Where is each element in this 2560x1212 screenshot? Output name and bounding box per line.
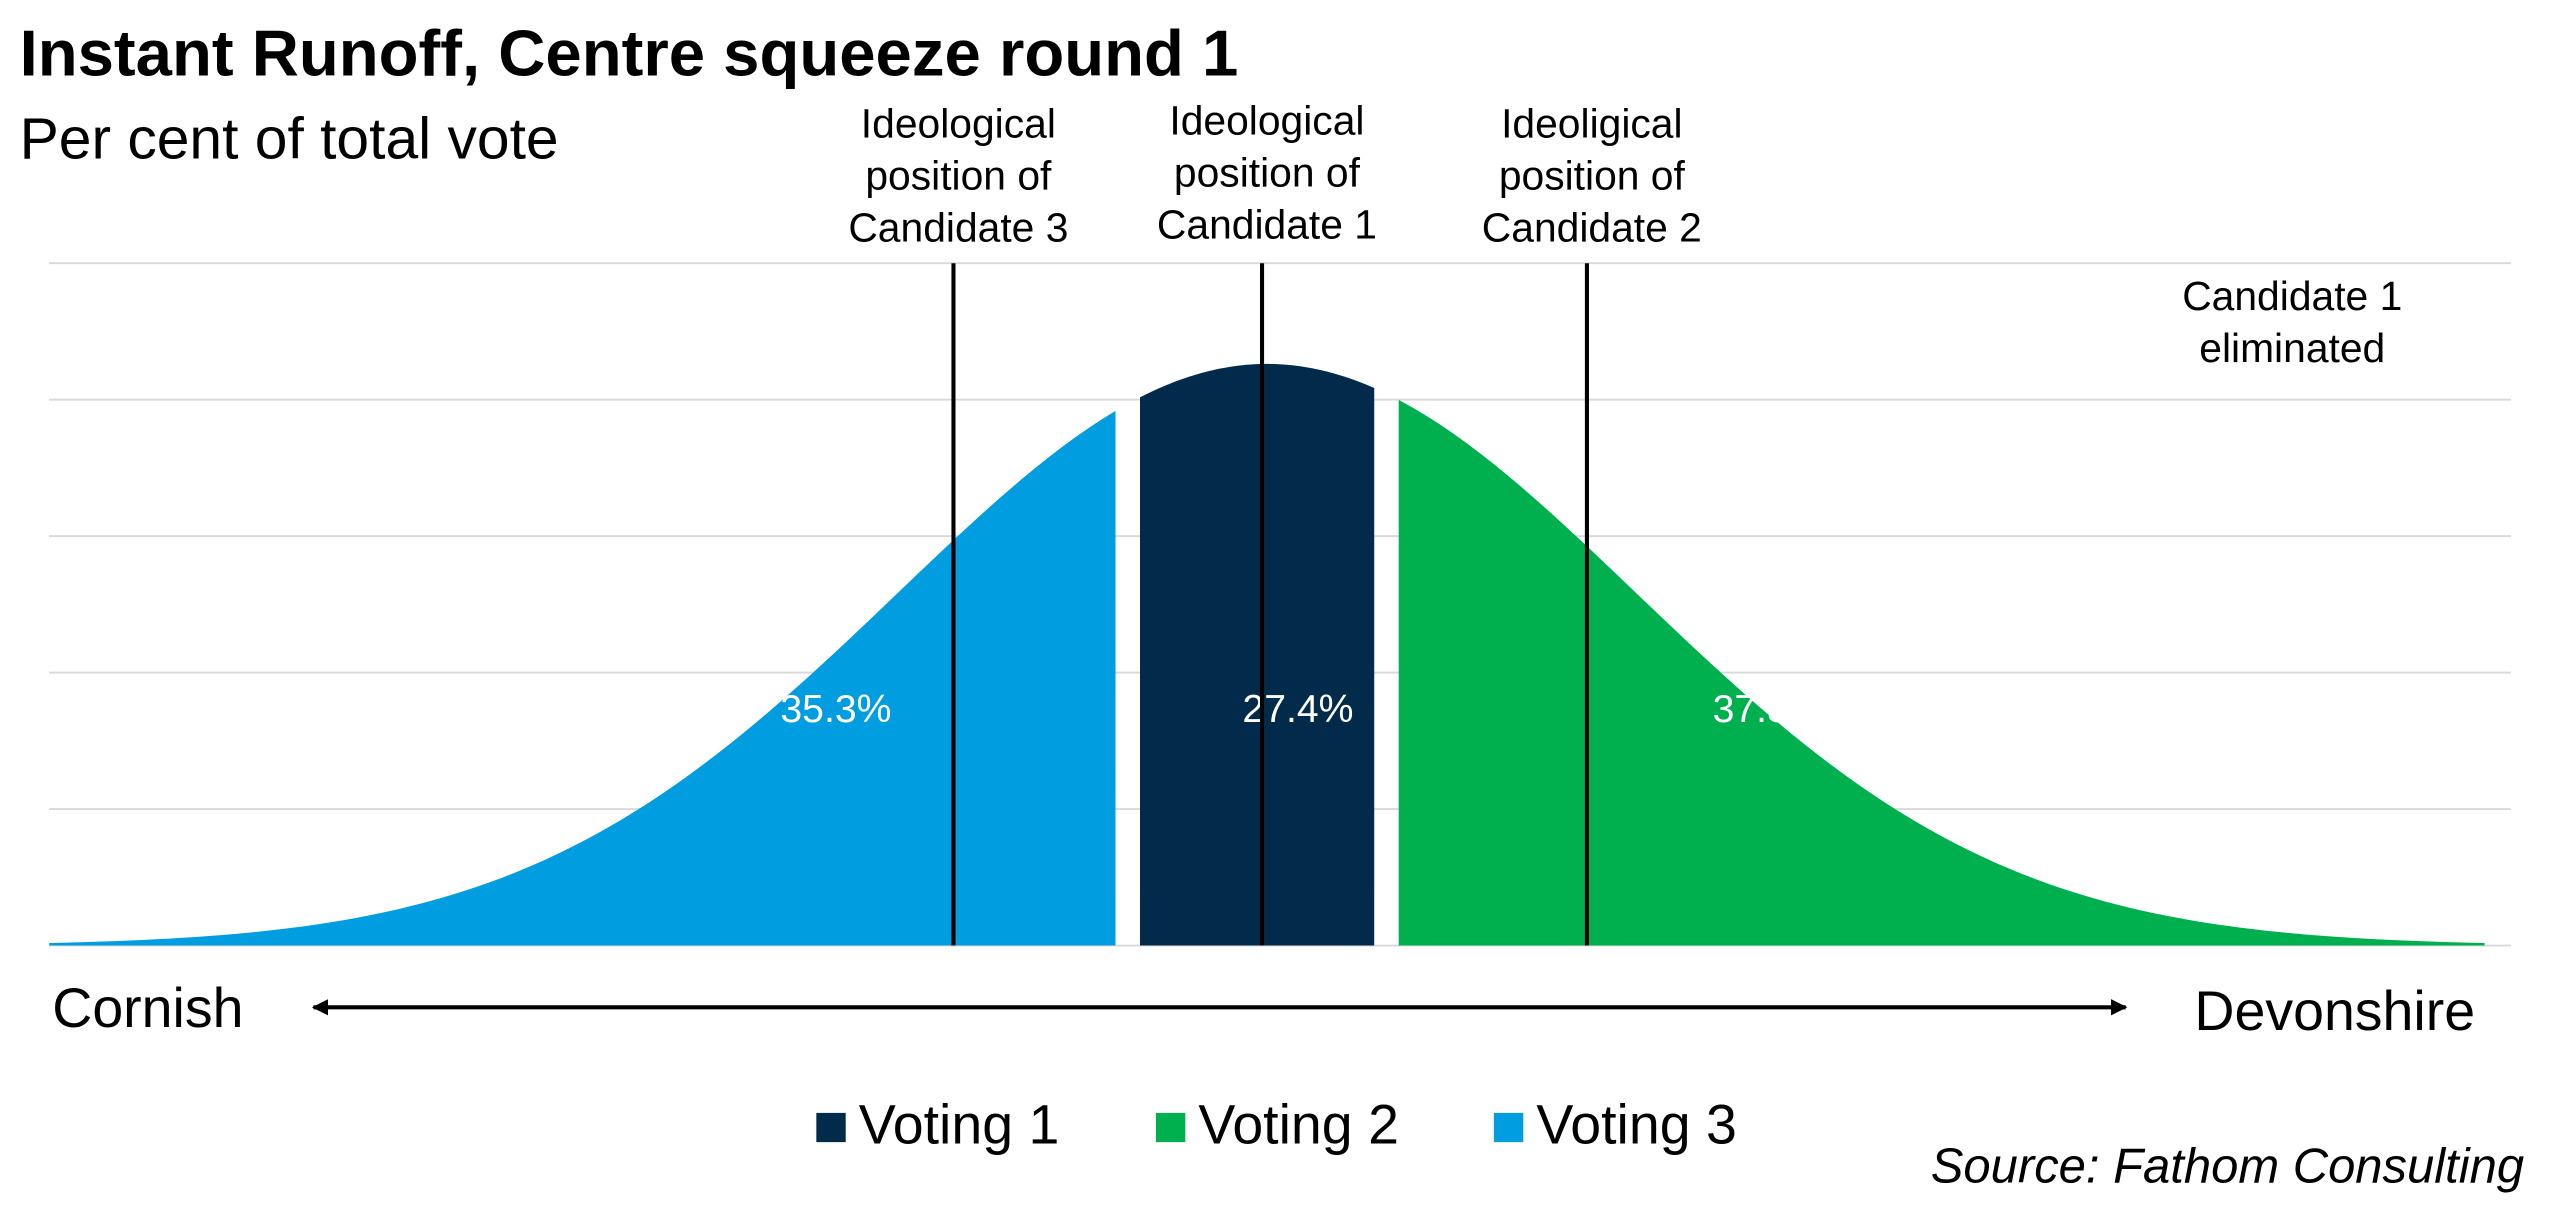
- source: Source: Fathom Consulting: [1931, 1140, 2524, 1194]
- legend-label: Voting 3: [1536, 1094, 1737, 1156]
- x-left-label: Cornish: [52, 977, 243, 1039]
- plot: [49, 363, 2485, 946]
- area-segment: [1139, 363, 1375, 946]
- x-right-label: Devonshire: [2194, 980, 2475, 1042]
- legend-label: Voting 1: [859, 1094, 1060, 1156]
- value-label: 27.4%: [1242, 688, 1353, 731]
- annotation: Ideological position of Candidate 1: [1157, 97, 1377, 247]
- legend-swatch: [1155, 1112, 1186, 1143]
- value-label: 37.3%: [1713, 688, 1824, 731]
- chart-title: Instant Runoff, Centre squeeze round 1: [20, 17, 1239, 90]
- note: Candidate 1 eliminated: [2182, 273, 2402, 371]
- value-label: 35.3%: [780, 688, 891, 731]
- annotation: Ideological position of Candidate 3: [848, 101, 1068, 251]
- chart-subtitle: Per cent of total vote: [20, 107, 559, 172]
- legend-swatch: [1493, 1112, 1524, 1143]
- area-segment: [49, 410, 1116, 946]
- area-segment: [1398, 399, 2485, 946]
- legend-label: Voting 2: [1198, 1094, 1399, 1156]
- legend-swatch: [816, 1112, 846, 1143]
- annotation: Ideoligical position of Candidate 2: [1482, 101, 1702, 251]
